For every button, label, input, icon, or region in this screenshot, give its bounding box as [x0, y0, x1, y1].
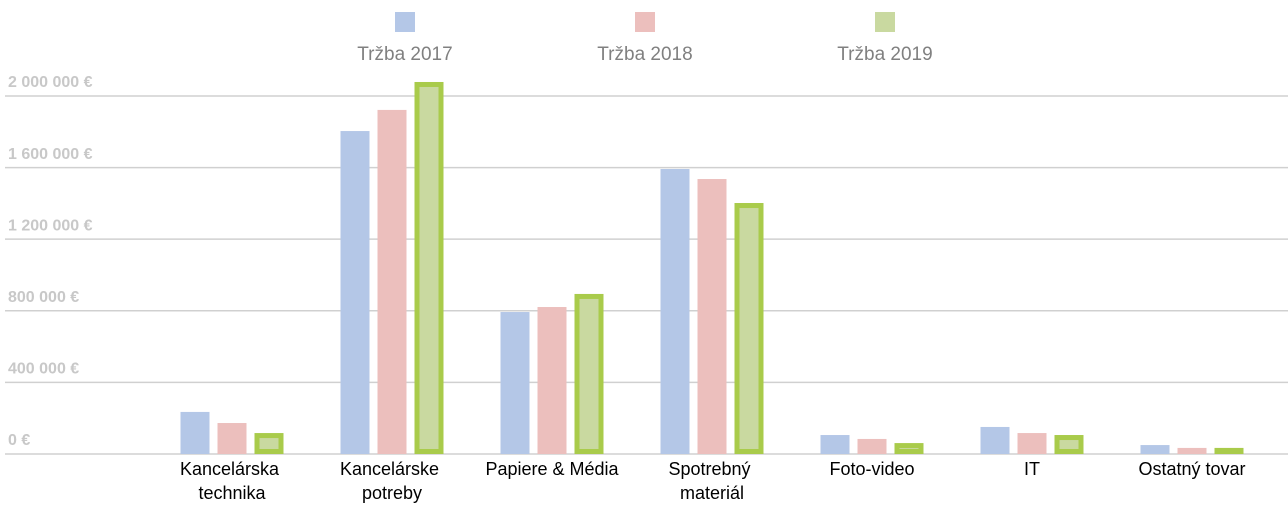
bar: [1017, 433, 1047, 454]
legend-swatch: [875, 12, 895, 32]
bar: [980, 426, 1010, 454]
bar: [414, 81, 444, 454]
bar: [1054, 435, 1084, 454]
bar: [377, 109, 407, 454]
legend-swatch: [395, 12, 415, 32]
x-tick-label: Ostatný tovar: [1138, 459, 1245, 479]
bar: [340, 131, 370, 454]
legend-label: Tržba 2019: [837, 44, 932, 65]
legend-label: Tržba 2018: [597, 44, 692, 65]
bar: [894, 443, 924, 454]
y-tick-label: 0 €: [8, 432, 30, 449]
legend-swatch: [635, 12, 655, 32]
x-tick-label: Kancelárske potreby: [340, 459, 444, 503]
bar: [820, 435, 850, 454]
bar: [254, 433, 284, 454]
bar: [574, 293, 604, 454]
x-tick-label: IT: [1024, 459, 1040, 479]
x-tick-label: Spotrebný materiál: [668, 459, 755, 503]
bar: [697, 179, 727, 454]
y-tick-label: 800 000 €: [8, 289, 79, 306]
bar: [857, 438, 887, 454]
legend-label: Tržba 2017: [357, 44, 452, 65]
bar: [537, 307, 567, 454]
x-tick-label: Papiere & Média: [485, 459, 619, 479]
x-tick-label: Kancelárska technika: [180, 459, 284, 503]
bar: [500, 312, 530, 454]
bar: [660, 168, 690, 455]
x-tick-label: Foto-video: [829, 459, 914, 479]
y-tick-label: 2 000 000 €: [8, 74, 93, 91]
bar: [180, 411, 210, 454]
bar: [734, 203, 764, 454]
y-tick-label: 1 200 000 €: [8, 217, 93, 234]
bar: [217, 423, 247, 454]
bar: [1214, 447, 1244, 454]
y-tick-label: 1 600 000 €: [8, 146, 93, 163]
y-tick-label: 400 000 €: [8, 361, 79, 378]
bar: [1177, 447, 1207, 454]
bar: [1140, 445, 1170, 454]
